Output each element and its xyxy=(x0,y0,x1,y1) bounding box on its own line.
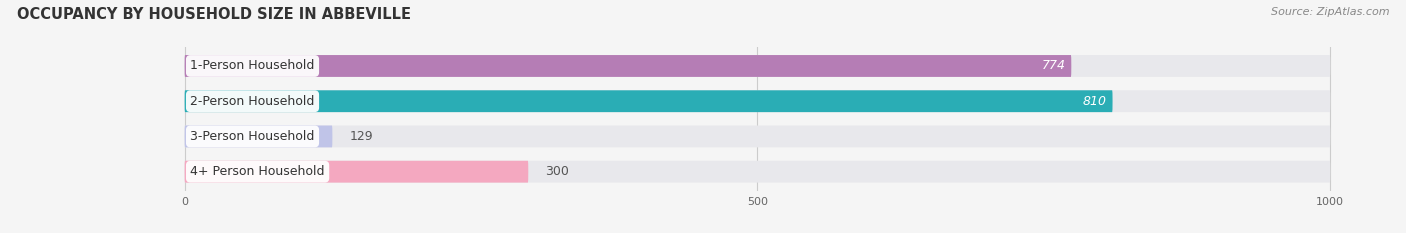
FancyBboxPatch shape xyxy=(184,90,1330,112)
Text: 300: 300 xyxy=(546,165,569,178)
Text: 2-Person Household: 2-Person Household xyxy=(190,95,315,108)
FancyBboxPatch shape xyxy=(184,161,529,183)
Text: 1-Person Household: 1-Person Household xyxy=(190,59,315,72)
Text: 810: 810 xyxy=(1083,95,1107,108)
Text: OCCUPANCY BY HOUSEHOLD SIZE IN ABBEVILLE: OCCUPANCY BY HOUSEHOLD SIZE IN ABBEVILLE xyxy=(17,7,411,22)
Text: 3-Person Household: 3-Person Household xyxy=(190,130,315,143)
FancyBboxPatch shape xyxy=(184,90,1112,112)
FancyBboxPatch shape xyxy=(184,126,332,147)
FancyBboxPatch shape xyxy=(184,55,1330,77)
FancyBboxPatch shape xyxy=(184,55,1071,77)
Text: 774: 774 xyxy=(1042,59,1066,72)
Text: Source: ZipAtlas.com: Source: ZipAtlas.com xyxy=(1271,7,1389,17)
Text: 129: 129 xyxy=(350,130,373,143)
FancyBboxPatch shape xyxy=(184,161,1330,183)
Text: 4+ Person Household: 4+ Person Household xyxy=(190,165,325,178)
FancyBboxPatch shape xyxy=(184,126,1330,147)
